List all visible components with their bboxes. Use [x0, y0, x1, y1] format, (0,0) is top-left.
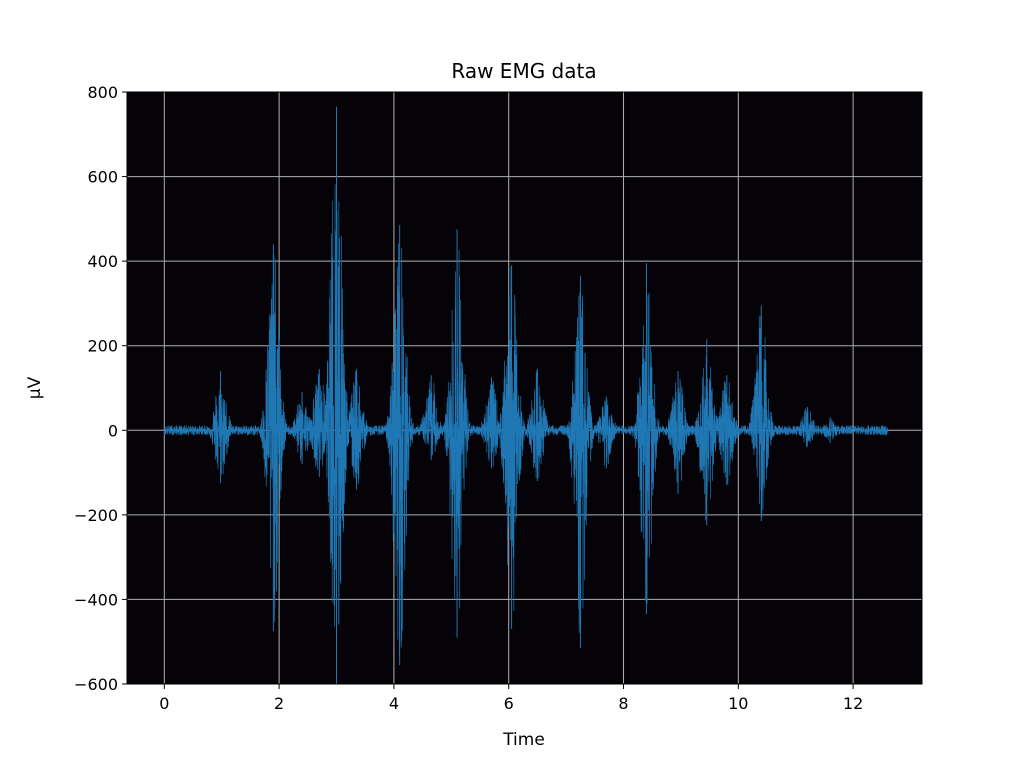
- y-tick-label: 200: [87, 337, 118, 356]
- x-tick-label: 10: [728, 694, 748, 713]
- y-tick-label: 600: [87, 168, 118, 187]
- x-tick-label: 2: [274, 694, 284, 713]
- y-axis-label: µV: [25, 376, 45, 399]
- chart-title: Raw EMG data: [451, 59, 596, 83]
- plot-frame: [126, 91, 923, 685]
- series-layer: [163, 106, 888, 684]
- y-axis: −600 −400 −200 0 200 400 600 800: [74, 83, 127, 694]
- plot-area: [127, 92, 922, 684]
- y-tick-label: 400: [87, 252, 118, 271]
- y-tick-label: −400: [74, 590, 118, 609]
- y-tick-label: −600: [74, 675, 118, 694]
- x-axis: 0 2 4 6 8 10 12: [159, 684, 863, 713]
- emg-series-line: [163, 184, 888, 655]
- x-axis-label: Time: [502, 730, 545, 750]
- x-tick-label: 0: [159, 694, 169, 713]
- x-tick-label: 12: [843, 694, 863, 713]
- x-tick-label: 6: [504, 694, 514, 713]
- x-tick-label: 8: [618, 694, 628, 713]
- y-tick-label: −200: [74, 506, 118, 525]
- y-tick-label: 800: [87, 83, 118, 102]
- y-tick-label: 0: [108, 421, 118, 440]
- x-tick-label: 4: [389, 694, 399, 713]
